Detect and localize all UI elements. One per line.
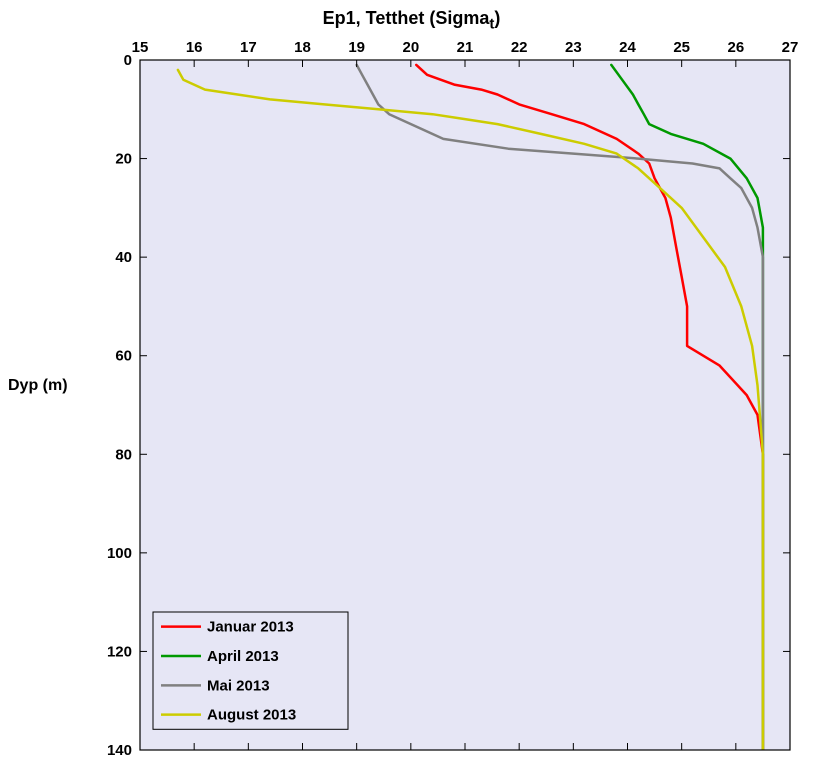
legend-label: August 2013 xyxy=(207,707,296,724)
x-tick-label: 27 xyxy=(782,39,799,56)
y-tick-label: 80 xyxy=(115,446,132,463)
x-tick-label: 26 xyxy=(727,39,744,56)
density-profile-chart: Ep1, Tetthet (Sigmat) Dyp (m) 15 16 17 18 19… xyxy=(0,0,823,771)
y-tick-label: 140 xyxy=(107,742,132,759)
x-tick-label: 25 xyxy=(673,39,690,56)
chart-title: Ep1, Tetthet (Sigmat) xyxy=(0,8,823,33)
legend-label: Januar 2013 xyxy=(207,619,294,636)
y-tick-label: 20 xyxy=(115,151,132,168)
x-tick-label: 19 xyxy=(348,39,365,56)
x-tick-label: 23 xyxy=(565,39,582,56)
legend-label: Mai 2013 xyxy=(207,677,270,694)
x-tick-label: 15 xyxy=(132,39,149,56)
x-tick-label: 16 xyxy=(186,39,203,56)
x-tick-label: 20 xyxy=(402,39,419,56)
legend: Januar 2013 April 2013 Mai 2013 August 2013 xyxy=(153,612,348,729)
x-tick-label: 22 xyxy=(511,39,528,56)
y-tick-label: 0 xyxy=(124,52,132,69)
y-tick-label: 40 xyxy=(115,249,132,266)
x-tick-label: 21 xyxy=(457,39,474,56)
y-tick-label: 60 xyxy=(115,348,132,365)
y-tick-label: 120 xyxy=(107,643,132,660)
y-axis-label: Dyp (m) xyxy=(8,377,68,395)
y-tick-label: 100 xyxy=(107,545,132,562)
legend-label: April 2013 xyxy=(207,648,279,665)
x-tick-label: 24 xyxy=(619,39,636,56)
plot-area: 15 16 17 18 19 20 21 22 23 24 25 26 27 0 20 40 60 80 100 12… xyxy=(0,0,823,771)
x-tick-label: 18 xyxy=(294,39,311,56)
x-tick-label: 17 xyxy=(240,39,257,56)
